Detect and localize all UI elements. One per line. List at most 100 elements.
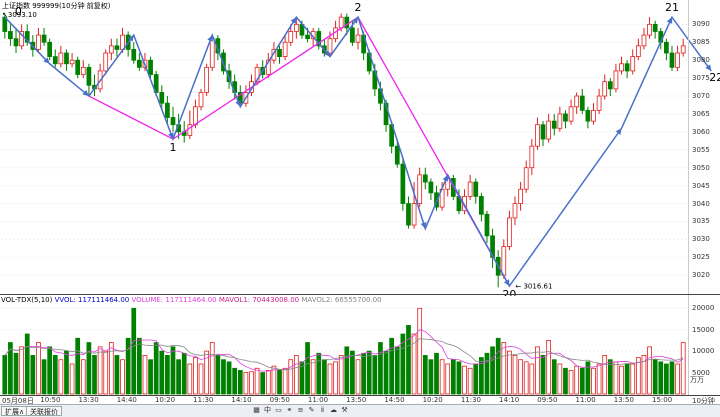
volume-bar [260, 372, 266, 395]
volume-bar [428, 359, 434, 395]
candle-body [327, 38, 333, 54]
candle-body [406, 203, 411, 226]
price-tick-label: 3065 [692, 109, 710, 118]
vol-mavol1: MAVOL1: 70443008.00 [218, 296, 300, 304]
arrow-head-icon [168, 132, 174, 140]
toolbar-icon[interactable]: ▦ [253, 406, 260, 414]
candle-body [624, 63, 630, 72]
volume-bar [422, 355, 428, 395]
volume-bar [568, 370, 574, 395]
price-tick-label: 3090 [692, 20, 710, 29]
period-label[interactable]: 10分钟 [692, 397, 715, 405]
volume-bar [355, 359, 361, 395]
relate-quote-button[interactable]: 关联报价 [26, 406, 62, 416]
volume-bar [473, 363, 479, 395]
candle-body [293, 23, 299, 32]
vol-name: VOL-TDX(5,10) [1, 296, 53, 304]
price-tick-label: 3050 [692, 163, 710, 172]
arrow-head-icon [442, 174, 449, 182]
candle-body [187, 124, 193, 136]
volume-bar [535, 346, 540, 395]
volume-chart[interactable] [0, 296, 720, 396]
time-tick-label: 11:00 [575, 396, 596, 404]
volume-bar [142, 355, 148, 395]
volume-bar [47, 346, 53, 395]
low-price-label: ← 3016.61 [515, 282, 552, 290]
candle-body [131, 49, 137, 61]
candle-body [478, 195, 484, 215]
volume-axis: 20000 15000 10000 5000 [688, 296, 720, 396]
volume-bar [97, 346, 103, 395]
candle-body [13, 38, 19, 47]
price-tick-label: 3045 [692, 181, 710, 190]
candle-body [596, 95, 602, 111]
candle-body [394, 145, 400, 165]
price-tick-label: 3035 [692, 217, 710, 226]
volume-bar [316, 352, 322, 395]
candle-body [52, 56, 58, 65]
price-marker-value: 3093.10 [7, 11, 37, 19]
candle-body [652, 23, 658, 32]
candle-body [428, 181, 434, 194]
candle-body [36, 34, 41, 50]
toolbar-icon[interactable]: ☁ [330, 406, 337, 414]
volume-bar [439, 359, 445, 395]
volume-bar [232, 367, 238, 395]
vol-unit: 万万 [690, 376, 704, 384]
price-chart[interactable]: 0 1 2 20 21 22 ← 3016.61 [0, 0, 720, 296]
volume-bar [114, 355, 120, 395]
candle-body [24, 31, 30, 43]
volume-bar [619, 365, 624, 395]
candle-body [473, 181, 479, 197]
volume-bar [92, 355, 97, 395]
volume-bar [64, 350, 69, 395]
candle-body [209, 38, 215, 68]
volume-bar [148, 359, 153, 395]
volume-bar [607, 359, 613, 395]
volume-bar [170, 346, 176, 395]
candle-body [557, 113, 563, 129]
toolbar-icon[interactable]: ⚭ [286, 406, 293, 414]
volume-bar [378, 342, 383, 395]
candle-body [114, 45, 120, 50]
volume-bar [103, 350, 109, 395]
price-tick-label: 3040 [692, 199, 710, 208]
arrow-head-icon [420, 222, 427, 229]
toolbar-icon[interactable]: 中 [264, 406, 271, 414]
volume-bar [288, 359, 294, 395]
pivot-label: 22 [709, 71, 720, 84]
candle-body [108, 45, 114, 54]
candle-body [58, 52, 64, 65]
toolbar-icon[interactable]: ▭ [275, 406, 282, 414]
arrow-head-icon [82, 89, 89, 97]
time-tick-label: 11:30 [193, 396, 214, 404]
pivot-label: 1 [170, 141, 177, 154]
time-tick-label: 09:50 [537, 396, 558, 404]
volume-bar [187, 363, 193, 395]
volume-bar [221, 359, 226, 395]
volume-bar [574, 365, 580, 395]
vol-tick-label: 20000 [692, 304, 715, 313]
time-tick-label: 15:00 [652, 396, 673, 404]
time-tick-label: 10:20 [422, 396, 443, 404]
toolbar-icon[interactable]: ⚒ [341, 406, 348, 414]
arrow-head-icon [615, 128, 622, 135]
volume-bar [2, 355, 8, 395]
price-tick-label: 3060 [692, 127, 710, 136]
volume-bar [551, 359, 557, 395]
candle-body [8, 31, 13, 40]
toolbar-icon[interactable]: ⅱ [320, 406, 325, 414]
candle-body [198, 92, 204, 108]
toolbar-icon[interactable]: ✎ [308, 406, 315, 414]
pivot-label: 21 [665, 1, 679, 14]
expand-button[interactable]: 扩展∧ [1, 406, 29, 416]
volume-bar [215, 355, 221, 395]
toolbar-icon[interactable]: ≡ [297, 406, 304, 414]
volume-bar [596, 363, 602, 395]
time-tick-label: 14:10 [231, 396, 252, 404]
candle-body [75, 59, 81, 75]
candle-body [607, 81, 613, 90]
candle-body [204, 66, 210, 93]
candle-body [19, 31, 24, 47]
volume-bar [585, 361, 591, 395]
